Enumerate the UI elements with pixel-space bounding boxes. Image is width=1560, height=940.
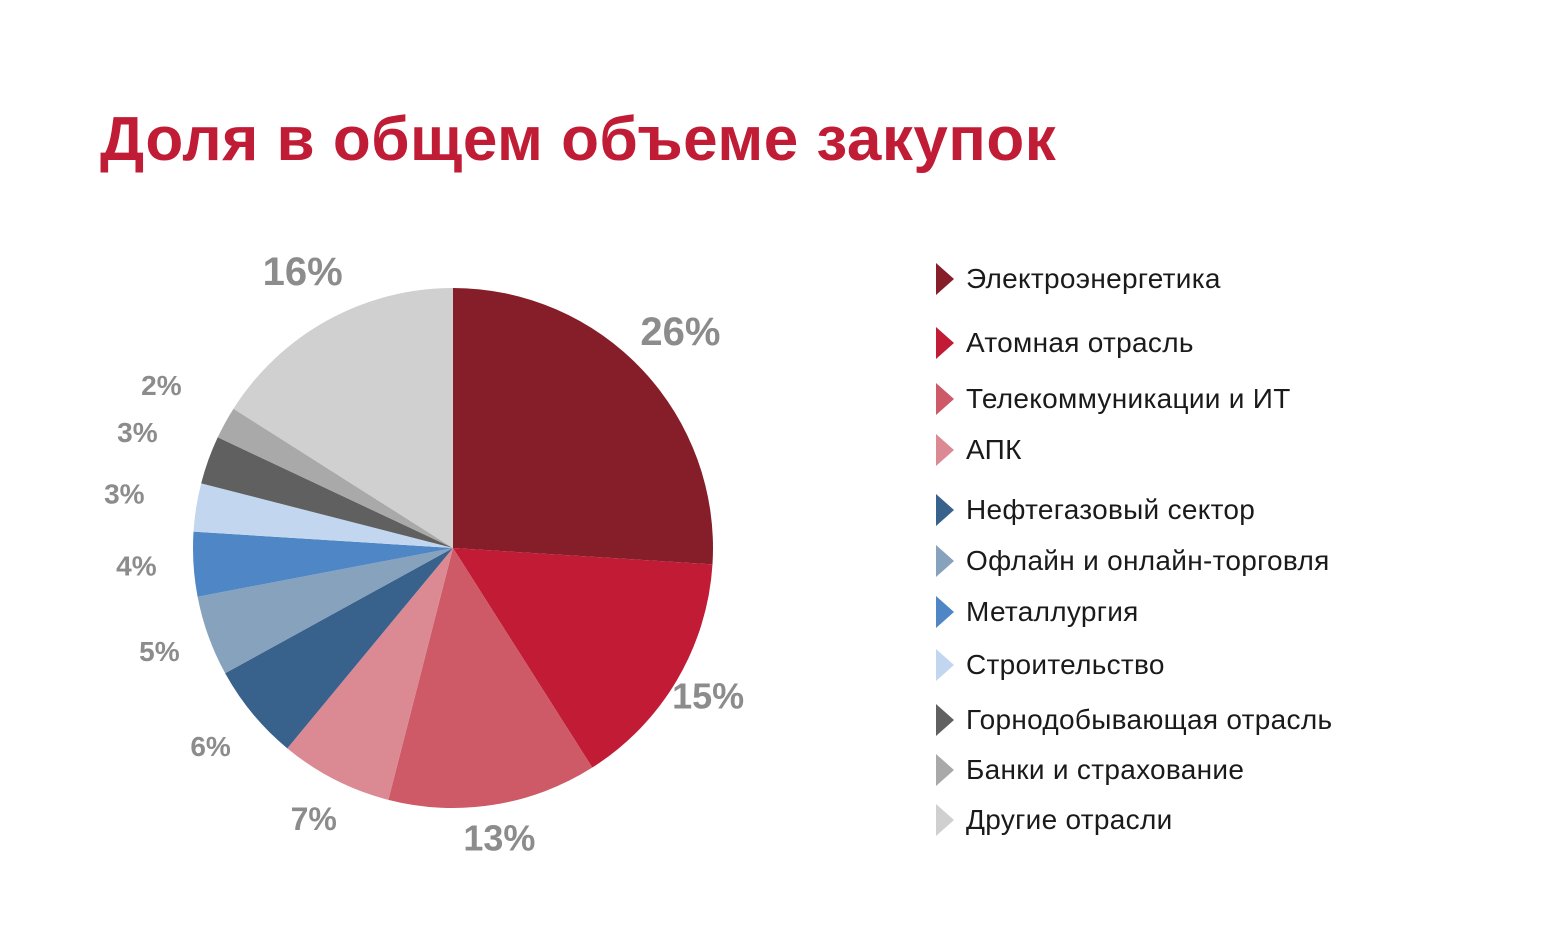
- pie-slice: [225, 548, 453, 749]
- legend-marker-icon: [936, 649, 954, 681]
- legend-item: АПК: [936, 430, 1022, 470]
- legend-marker-icon: [936, 263, 954, 295]
- chart-title: Доля в общем объеме закупок: [100, 105, 1057, 174]
- legend-item: Офлайн и онлайн-торговля: [936, 541, 1330, 581]
- legend-label: Горнодобывающая отрасль: [966, 704, 1333, 735]
- legend-label: Строительство: [966, 649, 1165, 680]
- legend-marker-icon: [936, 545, 954, 577]
- legend-label: Электроэнергетика: [966, 263, 1221, 294]
- pie-slice: [197, 548, 453, 674]
- legend-marker-icon: [936, 327, 954, 359]
- legend-label: Нефтегазовый сектор: [966, 494, 1256, 525]
- legend-label: Офлайн и онлайн-торговля: [966, 545, 1330, 576]
- legend-marker-icon: [936, 754, 954, 786]
- legend-label: Атомная отрасль: [966, 327, 1194, 358]
- pie-slice-label: 16%: [263, 250, 343, 294]
- legend-label: Банки и страхование: [966, 754, 1245, 785]
- legend-marker-icon: [936, 383, 954, 415]
- legend-label: Телекоммуникации и ИТ: [966, 383, 1291, 414]
- pie-slice-label: 2%: [141, 370, 182, 401]
- pie-slice-label: 5%: [139, 636, 180, 667]
- pie-slice: [233, 288, 453, 548]
- legend-item: Металлургия: [936, 592, 1139, 632]
- pie-slice-label: 7%: [291, 801, 337, 837]
- legend-item: Горнодобывающая отрасль: [936, 700, 1332, 740]
- pie-slice-label: 13%: [463, 817, 535, 858]
- pie-slice: [453, 288, 714, 565]
- legend-item: Атомная отрасль: [936, 323, 1194, 363]
- legend-item: Банки и страхование: [936, 750, 1244, 790]
- pie-labels: 26% 15% 13% 7% 6% 5% 4% 3% 3% 2% 16%: [104, 250, 744, 858]
- legend: Электроэнергетика Атомная отрасль Телекомм…: [936, 0, 1496, 940]
- legend-item: Строительство: [936, 645, 1165, 685]
- pie-slice: [287, 548, 453, 800]
- legend-label: Другие отрасли: [966, 804, 1173, 835]
- pie-slice-label: 4%: [116, 550, 157, 581]
- pie-slice: [193, 483, 453, 548]
- pie-slice: [453, 548, 713, 768]
- pie-slice: [192, 531, 453, 597]
- pie-slice-label: 15%: [672, 675, 744, 716]
- legend-item: Телекоммуникации и ИТ: [936, 379, 1291, 419]
- pie-slice-label: 3%: [117, 417, 158, 448]
- pie-slice-label: 6%: [190, 731, 231, 762]
- legend-marker-icon: [936, 494, 954, 526]
- legend-item: Нефтегазовый сектор: [936, 490, 1255, 530]
- legend-label: Металлургия: [966, 596, 1139, 627]
- legend-label: АПК: [966, 434, 1022, 465]
- pie-slices: [192, 288, 714, 808]
- pie-slice: [201, 437, 453, 548]
- legend-marker-icon: [936, 434, 954, 466]
- pie-slice: [217, 408, 453, 548]
- legend-marker-icon: [936, 704, 954, 736]
- pie-slice-label: 3%: [104, 478, 145, 509]
- legend-item: Электроэнергетика: [936, 259, 1221, 299]
- pie-slice: [388, 548, 593, 808]
- legend-marker-icon: [936, 804, 954, 836]
- legend-item: Другие отрасли: [936, 800, 1173, 840]
- pie-slice-label: 26%: [640, 310, 720, 354]
- legend-marker-icon: [936, 596, 954, 628]
